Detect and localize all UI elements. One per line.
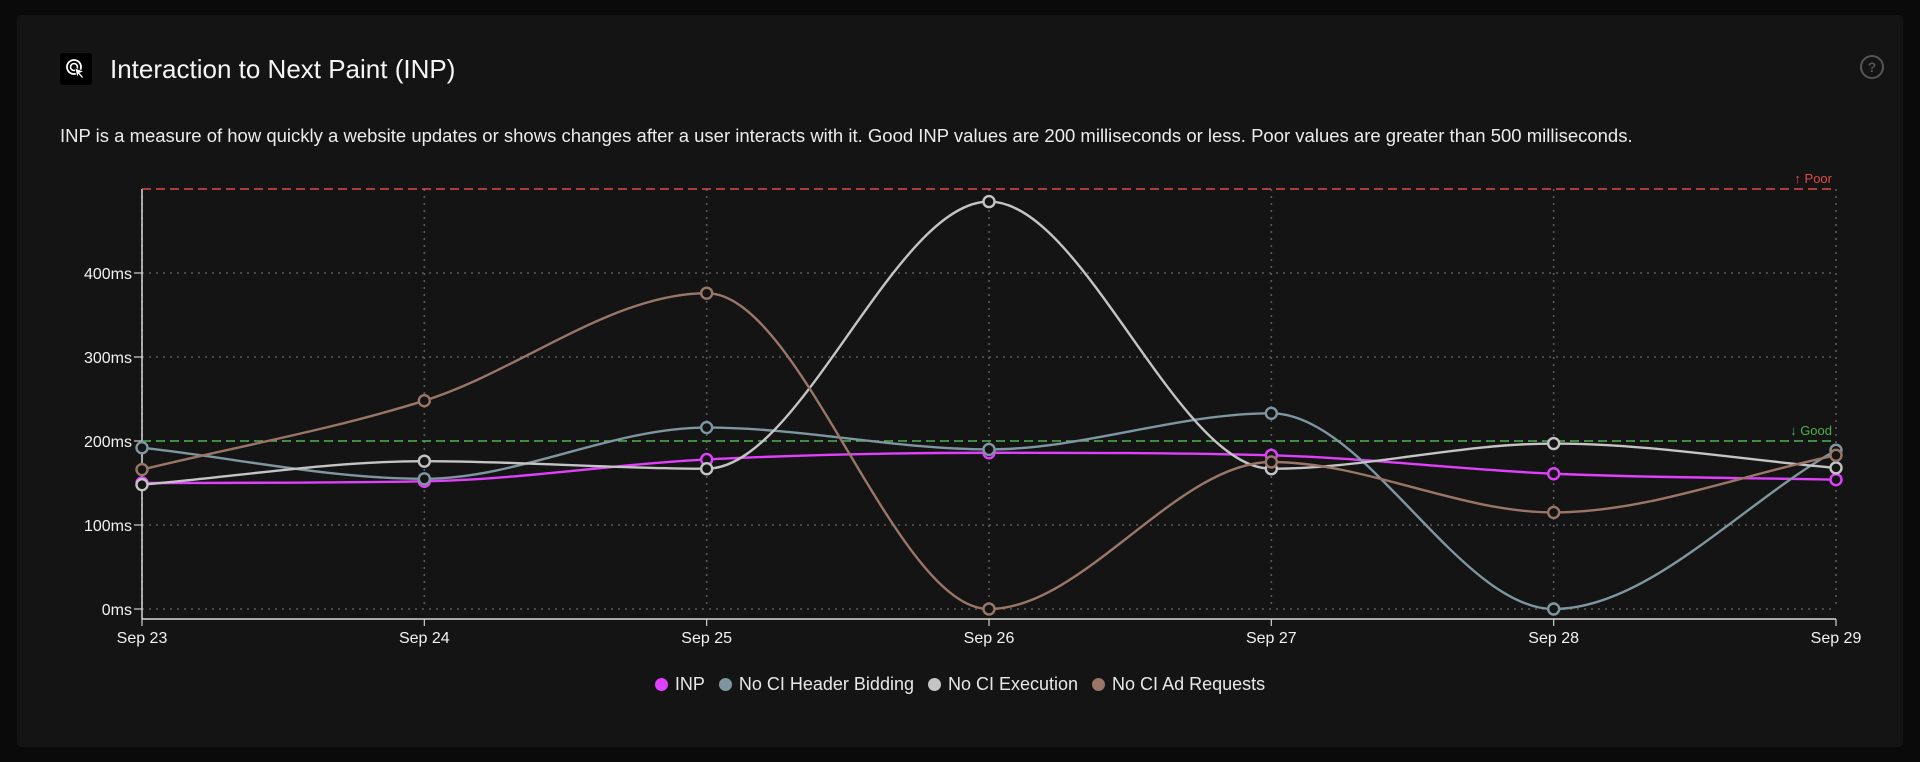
page-title: Interaction to Next Paint (INP) xyxy=(110,53,456,84)
chart-legend: INP No CI Header Bidding No CI Execution No… xyxy=(0,674,1920,695)
svg-text:?: ? xyxy=(1868,59,1877,75)
legend-label: No CI Header Bidding xyxy=(738,674,914,694)
data-point xyxy=(417,454,432,468)
x-tick-label: Sep 28 xyxy=(1528,630,1579,647)
data-point xyxy=(1829,472,1843,487)
y-tick-label: 200ms xyxy=(84,434,132,451)
data-point xyxy=(1264,406,1279,420)
y-tick-label: 100ms xyxy=(84,518,132,535)
x-tick-label: Sep 27 xyxy=(1246,630,1297,647)
data-point xyxy=(1546,436,1561,451)
data-point xyxy=(982,602,996,616)
cursor-click-icon xyxy=(60,53,92,85)
legend-item[interactable]: No CI Header Bidding xyxy=(718,674,914,695)
data-point xyxy=(982,194,996,209)
x-tick-label: Sep 23 xyxy=(117,630,168,647)
y-tick-label: 0ms xyxy=(102,602,132,619)
data-point xyxy=(1546,505,1561,520)
legend-swatch xyxy=(927,678,941,691)
legend-item[interactable]: No CI Execution xyxy=(927,674,1079,695)
legend-item[interactable]: INP xyxy=(654,674,705,695)
data-point xyxy=(699,286,714,300)
data-point xyxy=(135,441,149,455)
x-tick-label: Sep 29 xyxy=(1811,630,1862,647)
threshold-label: ↓ Good xyxy=(1790,423,1832,438)
chart-card xyxy=(17,15,1903,747)
data-point xyxy=(417,472,432,486)
help-circle-icon[interactable]: ? xyxy=(1859,54,1885,80)
y-tick-label: 400ms xyxy=(84,266,132,283)
x-tick-label: Sep 25 xyxy=(681,630,732,647)
legend-swatch xyxy=(718,678,732,691)
legend-swatch xyxy=(654,678,668,691)
card-header: Interaction to Next Paint (INP) xyxy=(60,52,455,86)
chart-description: INP is a measure of how quickly a websit… xyxy=(60,125,1633,146)
data-point xyxy=(1829,448,1843,462)
y-tick-label: 300ms xyxy=(84,350,132,367)
data-point xyxy=(699,462,714,476)
x-tick-label: Sep 24 xyxy=(399,630,450,647)
data-point xyxy=(417,393,432,408)
threshold-label: ↑ Poor xyxy=(1794,171,1832,186)
x-tick-label: Sep 26 xyxy=(964,630,1015,647)
data-point xyxy=(1829,461,1843,475)
data-point xyxy=(1546,602,1561,616)
legend-label: INP xyxy=(674,674,705,694)
data-point xyxy=(1546,467,1561,481)
data-point xyxy=(135,462,149,477)
data-point xyxy=(982,442,996,457)
legend-label: No CI Ad Requests xyxy=(1112,674,1266,694)
data-point xyxy=(135,477,149,492)
legend-swatch xyxy=(1092,678,1106,691)
data-point xyxy=(699,420,714,435)
data-point xyxy=(1264,455,1279,469)
legend-label: No CI Execution xyxy=(947,674,1079,694)
legend-item[interactable]: No CI Ad Requests xyxy=(1092,674,1265,695)
